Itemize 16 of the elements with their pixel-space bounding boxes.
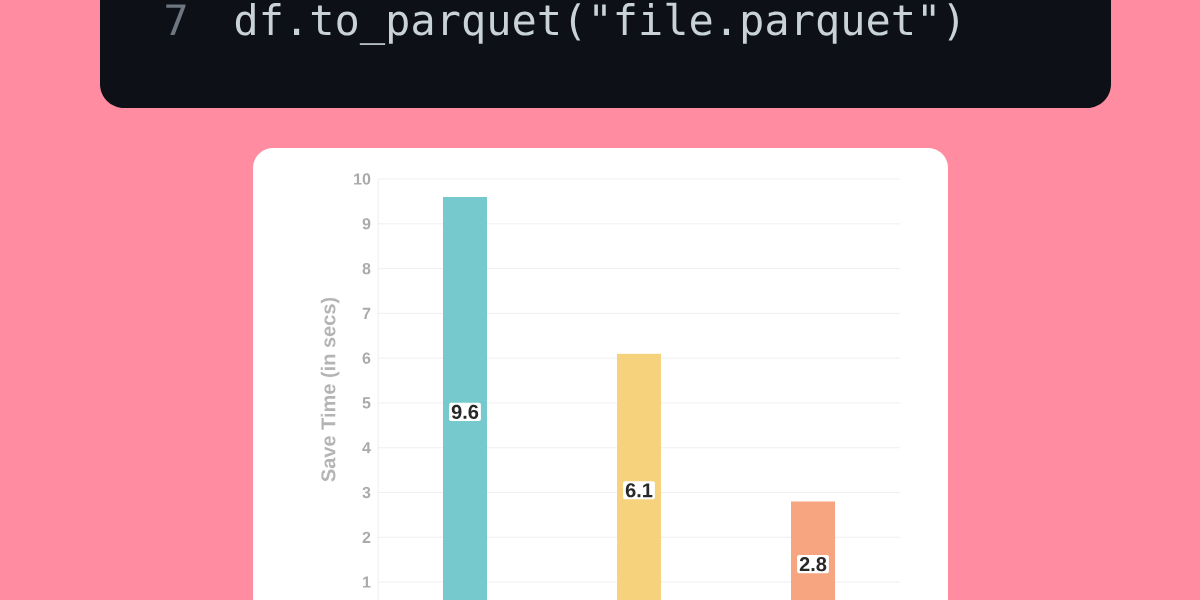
y-tick-label: 1 <box>363 576 371 588</box>
y-axis-title: Save Time (in secs) <box>320 297 340 482</box>
data-label: 6.1 <box>625 483 653 498</box>
y-tick-label: 3 <box>362 486 371 499</box>
data-label: 9.6 <box>451 404 479 419</box>
y-tick-label: 2 <box>362 531 371 543</box>
y-tick-label: 9 <box>362 218 371 230</box>
text: 7 <box>166 4 186 35</box>
y-tick-label: 5 <box>362 397 371 409</box>
y-tick-label: 4 <box>362 442 371 454</box>
data-label: 2.8 <box>799 557 827 572</box>
text: df.to_parquet("file.parquet") <box>235 2 958 45</box>
y-tick-label: 10 <box>354 173 371 185</box>
y-tick-label: 8 <box>362 262 371 275</box>
y-tick-label: 6 <box>362 352 371 364</box>
y-tick-label: 7 <box>362 307 371 319</box>
